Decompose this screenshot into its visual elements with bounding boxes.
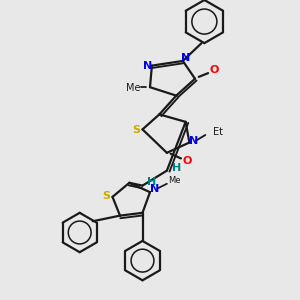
Text: Me: Me	[126, 83, 140, 93]
Text: H: H	[147, 177, 157, 187]
Text: N: N	[181, 53, 190, 63]
Text: N: N	[150, 184, 159, 194]
Text: O: O	[209, 65, 218, 75]
Text: Me: Me	[168, 176, 181, 185]
Text: N: N	[188, 136, 198, 146]
Text: Et: Et	[213, 127, 223, 137]
Text: O: O	[183, 156, 192, 166]
Text: N: N	[143, 61, 153, 70]
Text: H: H	[172, 163, 181, 173]
Text: S: S	[132, 125, 140, 135]
Text: S: S	[102, 191, 110, 201]
